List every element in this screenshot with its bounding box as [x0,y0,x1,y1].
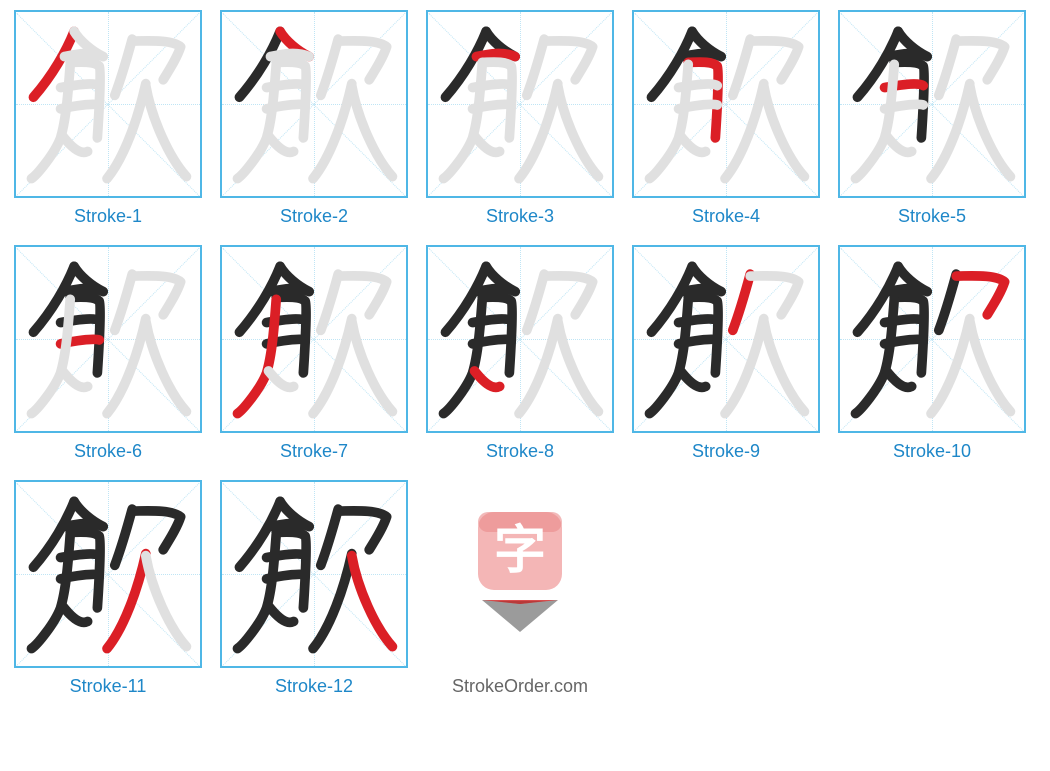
caption-stroke-5: Stroke-5 [898,206,966,227]
character-svg [840,247,1024,431]
stroke-cell-7: Stroke-7 [220,245,408,462]
caption-stroke-3: Stroke-3 [486,206,554,227]
caption-stroke-6: Stroke-6 [74,441,142,462]
stroke-cell-2: Stroke-2 [220,10,408,227]
character-svg [634,247,818,431]
character-svg [16,482,200,666]
caption-stroke-11: Stroke-11 [70,676,147,697]
caption-stroke-7: Stroke-7 [280,441,348,462]
character-svg [428,247,612,431]
caption-stroke-10: Stroke-10 [893,441,971,462]
stroke-tile-11 [14,480,202,668]
character-svg [222,247,406,431]
caption-stroke-9: Stroke-9 [692,441,760,462]
stroke-cell-10: Stroke-10 [838,245,1026,462]
stroke-tile-6 [14,245,202,433]
stroke-tile-12 [220,480,408,668]
stroke-order-grid: Stroke-1 Stroke-2 Stroke-3 Stroke-4 Stroke-5… [14,10,1044,697]
stroke-cell-8: Stroke-8 [426,245,614,462]
character-svg [222,482,406,666]
character-svg [428,12,612,196]
stroke-tile-7 [220,245,408,433]
stroke-cell-4: Stroke-4 [632,10,820,227]
caption-stroke-2: Stroke-2 [280,206,348,227]
svg-text:字: 字 [494,522,546,580]
character-svg [840,12,1024,196]
stroke-cell-3: Stroke-3 [426,10,614,227]
stroke-cell-1: Stroke-1 [14,10,202,227]
site-caption: StrokeOrder.com [452,676,588,697]
character-svg [634,12,818,196]
character-svg [222,12,406,196]
stroke-tile-3 [426,10,614,198]
stroke-tile-4 [632,10,820,198]
caption-stroke-4: Stroke-4 [692,206,760,227]
caption-stroke-8: Stroke-8 [486,441,554,462]
character-svg [16,247,200,431]
site-logo-cell: 字 StrokeOrder.com [426,480,614,697]
caption-stroke-1: Stroke-1 [74,206,142,227]
stroke-tile-5 [838,10,1026,198]
site-logo-box: 字 [426,480,614,668]
stroke-tile-1 [14,10,202,198]
stroke-tile-8 [426,245,614,433]
stroke-cell-5: Stroke-5 [838,10,1026,227]
stroke-tile-9 [632,245,820,433]
caption-stroke-12: Stroke-12 [275,676,353,697]
character-svg [16,12,200,196]
stroke-tile-2 [220,10,408,198]
stroke-cell-12: Stroke-12 [220,480,408,697]
stroke-cell-11: Stroke-11 [14,480,202,697]
stroke-cell-9: Stroke-9 [632,245,820,462]
site-logo-icon: 字 [460,504,580,644]
stroke-cell-6: Stroke-6 [14,245,202,462]
stroke-tile-10 [838,245,1026,433]
